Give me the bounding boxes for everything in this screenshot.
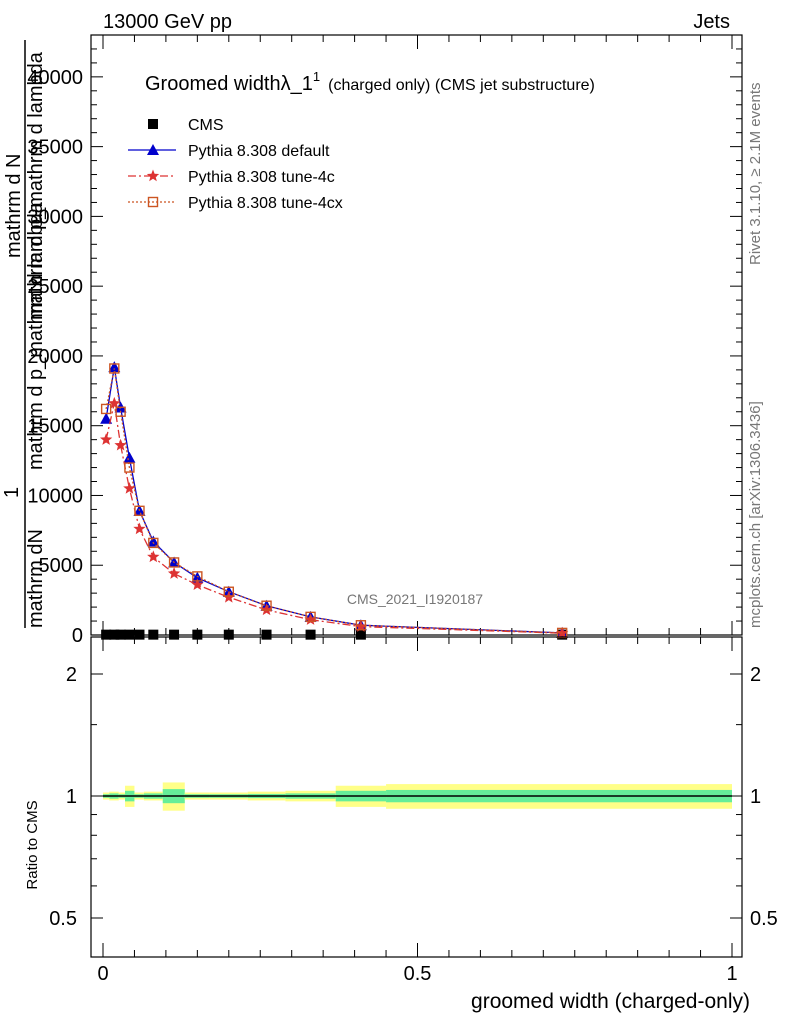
ratio-ytick-label-left: 1 (66, 786, 77, 808)
data-point (167, 567, 181, 579)
data-point (355, 629, 366, 640)
ytick-label: 30000 (27, 206, 83, 228)
ratio-ytick-label-right: 1 (750, 786, 761, 808)
rivet-label: Rivet 3.1.10, ≥ 2.1M events (747, 83, 764, 266)
ylabel-line4: mathrm d p_mathrm d lambda (25, 51, 47, 320)
ytick-label: 20000 (27, 346, 83, 368)
data-point (223, 629, 234, 640)
data-point (101, 629, 112, 640)
plot-title-sub: (charged only) (CMS jet substructure) (328, 77, 595, 94)
data-point (191, 571, 204, 583)
data-point (124, 462, 135, 473)
data-point (115, 629, 126, 640)
series-1 (100, 361, 569, 638)
xtick-label: 0 (97, 963, 108, 985)
series-line (105, 366, 563, 634)
legend-label: Pythia 8.308 tune-4cx (188, 195, 343, 212)
xaxis-label: groomed width (charged-only) (471, 990, 750, 1013)
data-point (147, 535, 160, 547)
ylabel-line2: mathrm dN (25, 529, 47, 628)
ylabel-line3: mathrm d p_mathrm d lambda (25, 201, 47, 470)
data-point (168, 557, 180, 568)
ylabel-numerator: 1 (1, 487, 23, 498)
data-point (191, 578, 204, 590)
series-3 (100, 363, 568, 639)
ytick-label: 10000 (27, 485, 83, 507)
legend-entry: Pythia 8.308 tune-4c (128, 169, 335, 186)
plot-title-main: Groomed widthλ_1 (145, 73, 313, 95)
legend-entry: CMS (148, 117, 224, 134)
xtick-label: 0.5 (404, 963, 432, 985)
main-panel: 0 5000 10000 15000 20000 25000 30000 35000 40000 (27, 34, 743, 647)
data-point (355, 620, 367, 631)
ratio-frame (90, 636, 743, 958)
data-point (109, 629, 120, 640)
ratio-ylabel: Ratio to CMS (24, 800, 41, 889)
data-point (192, 571, 203, 582)
data-point (124, 629, 135, 640)
data-point (261, 600, 272, 611)
legend: CMS Pythia 8.308 default Pythia 8.308 tune… (128, 117, 343, 212)
data-point (133, 522, 146, 535)
ylabel-line1: mathrm d N (3, 154, 25, 258)
data-point (305, 629, 316, 640)
legend-label: CMS (188, 117, 224, 134)
ratio-ytick-label-left: 2 (66, 664, 77, 686)
ytick-label: 40000 (27, 67, 83, 89)
data-point (100, 433, 113, 445)
data-point (100, 403, 112, 415)
legend-marker (147, 196, 159, 208)
data-point (147, 550, 160, 563)
ratio-ytick-label-right: 0.5 (750, 908, 778, 930)
data-point (100, 412, 113, 424)
legend-marker (148, 119, 158, 129)
data-point (134, 505, 145, 517)
ratio-ytick-label-left: 0.5 (49, 908, 77, 930)
mcplots-label: mcplots.cern.ch [arXiv:1306.3436] (747, 401, 764, 628)
data-point (134, 629, 145, 640)
data-point (192, 629, 203, 640)
main-ylabel: 1 mathrm d N mathrm dN mathrm d p_mathrm… (1, 40, 47, 628)
xtick-label: 1 (726, 963, 737, 985)
main-frame (90, 34, 743, 636)
legend-label: Pythia 8.308 default (188, 143, 330, 160)
ratio-ytick-label-right: 2 (750, 664, 761, 686)
legend-label: Pythia 8.308 tune-4c (188, 169, 335, 186)
data-point (114, 438, 127, 451)
data-point (109, 363, 120, 374)
ytick-label: 5000 (39, 555, 84, 577)
series-line (105, 368, 563, 634)
data-point (148, 537, 159, 549)
legend-entry: Pythia 8.308 tune-4cx (128, 195, 343, 212)
data-point (108, 361, 121, 373)
data-point (223, 586, 235, 597)
data-point (261, 629, 272, 640)
data-point (115, 406, 126, 417)
series-line (105, 403, 563, 634)
plot-title-sup: 1 (313, 69, 320, 84)
ytick-label: 25000 (27, 276, 83, 298)
data-point (123, 482, 136, 494)
data-point (354, 620, 368, 632)
legend-marker (147, 144, 159, 155)
legend-entry: Pythia 8.308 default (128, 143, 330, 160)
header-right: Jets (693, 11, 730, 33)
header-left: 13000 GeV pp (103, 11, 232, 33)
ytick-label: 35000 (27, 137, 83, 159)
ytick-label: 15000 (27, 416, 83, 438)
legend-marker (146, 169, 160, 182)
series-2 (100, 396, 569, 639)
data-point (305, 611, 316, 623)
data-point (260, 603, 273, 616)
data-point (148, 629, 159, 640)
data-point (169, 629, 180, 640)
data-point (108, 396, 121, 409)
plot-title: Groomed widthλ_11 (charged only) (CMS jet… (145, 69, 595, 95)
analysis-watermark: CMS_2021_I1920187 (347, 591, 483, 607)
ytick-label: 0 (72, 625, 83, 647)
data-point (123, 451, 136, 463)
ratio-panel: 0.5 0.5 1 1 2 2 0 0.5 1 (49, 636, 778, 985)
